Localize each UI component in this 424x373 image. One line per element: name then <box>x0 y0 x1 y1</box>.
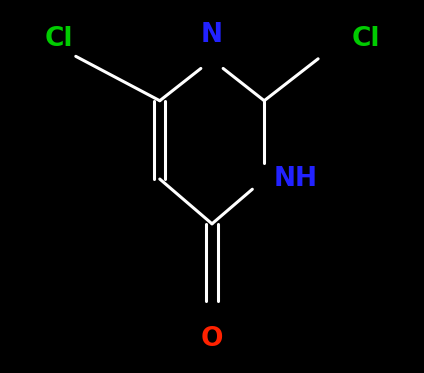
Text: Cl: Cl <box>351 26 380 52</box>
Text: N: N <box>201 22 223 48</box>
Text: NH: NH <box>273 166 318 192</box>
Text: Cl: Cl <box>44 26 73 52</box>
Text: O: O <box>201 326 223 352</box>
